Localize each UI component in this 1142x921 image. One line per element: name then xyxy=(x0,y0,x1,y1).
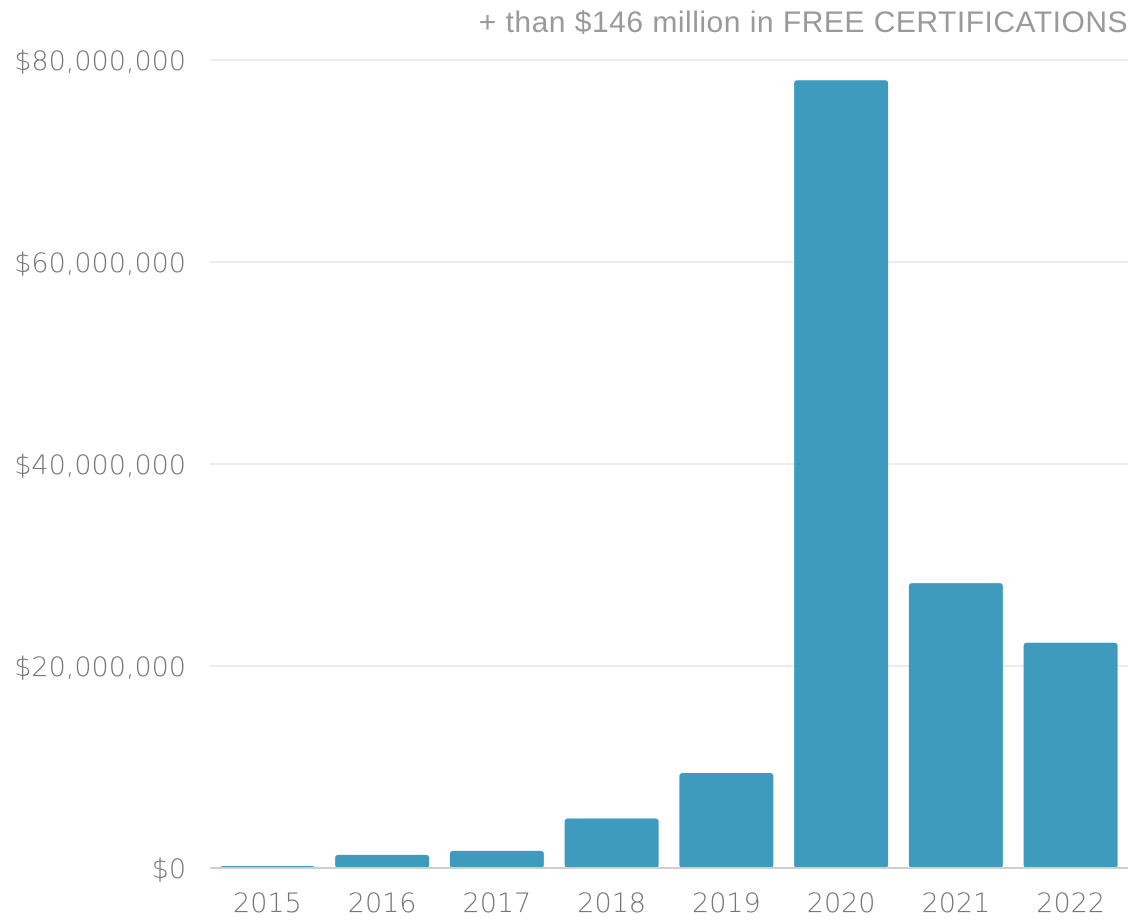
y-tick-label: $0 xyxy=(152,854,186,885)
x-tick-label: 2020 xyxy=(807,888,876,919)
chart-title: + than $146 million in FREE CERTIFICATIO… xyxy=(479,6,1128,39)
x-tick-label: 2018 xyxy=(577,888,646,919)
x-axis-ticks: 2015 2016 2017 2018 2019 2020 2021 2022 xyxy=(233,888,1105,919)
x-tick-label: 2019 xyxy=(692,888,761,919)
bar-2018 xyxy=(564,818,659,868)
bar-2016 xyxy=(335,854,430,868)
y-tick-label: $60,000,000 xyxy=(14,248,186,279)
x-tick-label: 2022 xyxy=(1036,888,1105,919)
y-tick-label: $80,000,000 xyxy=(14,46,186,77)
bar-2022 xyxy=(1023,642,1118,868)
x-tick-label: 2017 xyxy=(463,888,532,919)
y-tick-label: $40,000,000 xyxy=(14,450,186,481)
x-tick-label: 2021 xyxy=(922,888,991,919)
x-tick-label: 2015 xyxy=(233,888,302,919)
y-tick-label: $20,000,000 xyxy=(14,652,186,683)
y-axis-ticks: $0 $20,000,000 $40,000,000 $60,000,000 $80,0… xyxy=(14,46,186,885)
x-tick-label: 2016 xyxy=(348,888,417,919)
bar-2020 xyxy=(794,80,889,868)
bars xyxy=(220,80,1118,868)
bar-2017 xyxy=(449,850,544,868)
gridlines xyxy=(210,59,1128,667)
bar-2021 xyxy=(908,583,1003,868)
bar-2019 xyxy=(679,773,774,868)
